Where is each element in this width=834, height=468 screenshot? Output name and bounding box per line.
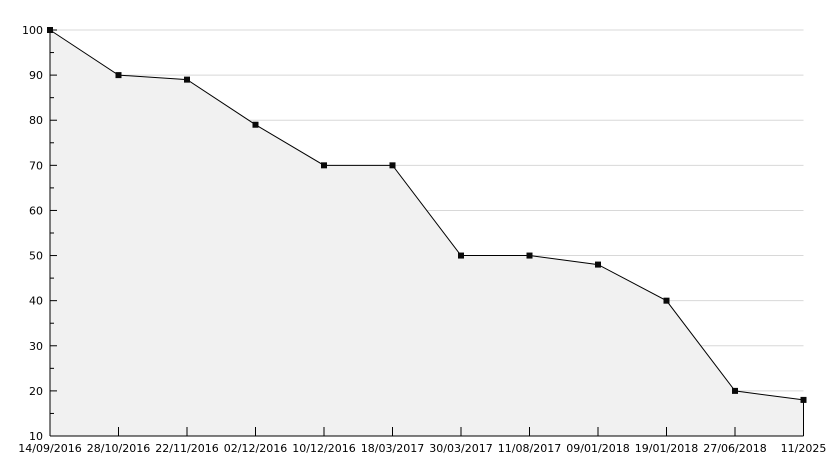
area-fill bbox=[50, 30, 804, 436]
data-point-marker bbox=[458, 252, 464, 259]
x-axis-tick-label: 19/01/2018 bbox=[635, 442, 698, 455]
data-point-marker bbox=[595, 261, 601, 268]
data-line bbox=[49, 29, 804, 401]
x-axis-tick-label: 28/10/2016 bbox=[87, 442, 150, 455]
y-axis-tick-label: 70 bbox=[29, 159, 43, 172]
data-point-marker bbox=[732, 387, 738, 394]
y-axis-tick-label: 90 bbox=[29, 69, 43, 82]
y-axis-tick-label: 60 bbox=[29, 204, 43, 217]
x-axis-tick-label: 30/03/2017 bbox=[429, 442, 492, 455]
data-point-marker bbox=[389, 162, 396, 169]
y-axis-tick-label: 80 bbox=[29, 114, 43, 127]
data-point-marker bbox=[663, 297, 670, 304]
x-axis-tick-label: 18/03/2017 bbox=[361, 442, 424, 455]
x-axis-tick-label: 22/11/2016 bbox=[155, 442, 218, 455]
data-point-marker bbox=[47, 27, 53, 33]
x-axis-tick-label: 09/01/2018 bbox=[566, 442, 629, 455]
y-axis-tick-label: 100 bbox=[22, 24, 43, 37]
y-axis-tick-label: 50 bbox=[29, 250, 43, 263]
x-axis-tick-label: 14/09/2016 bbox=[18, 442, 81, 455]
data-point-marker bbox=[800, 396, 807, 403]
y-axis-tick-label: 10 bbox=[29, 430, 43, 443]
x-axis-tick-label: 11/08/2017 bbox=[498, 442, 561, 455]
x-axis-tick-label: 11/2025 bbox=[781, 442, 827, 455]
x-axis-tick-label: 10/12/2016 bbox=[292, 442, 355, 455]
x-axis-tick-label: 02/12/2016 bbox=[224, 442, 287, 455]
y-axis-tick-label: 20 bbox=[29, 385, 43, 398]
y-axis-tick-label: 40 bbox=[29, 295, 43, 308]
data-point-marker bbox=[526, 252, 533, 259]
data-point-marker bbox=[115, 72, 122, 79]
data-point-marker bbox=[184, 76, 190, 83]
y-axis-tick-label: 30 bbox=[29, 340, 43, 353]
x-axis-tick-label: 27/06/2018 bbox=[703, 442, 766, 455]
data-point-marker bbox=[252, 121, 259, 128]
data-point-marker bbox=[321, 162, 327, 169]
